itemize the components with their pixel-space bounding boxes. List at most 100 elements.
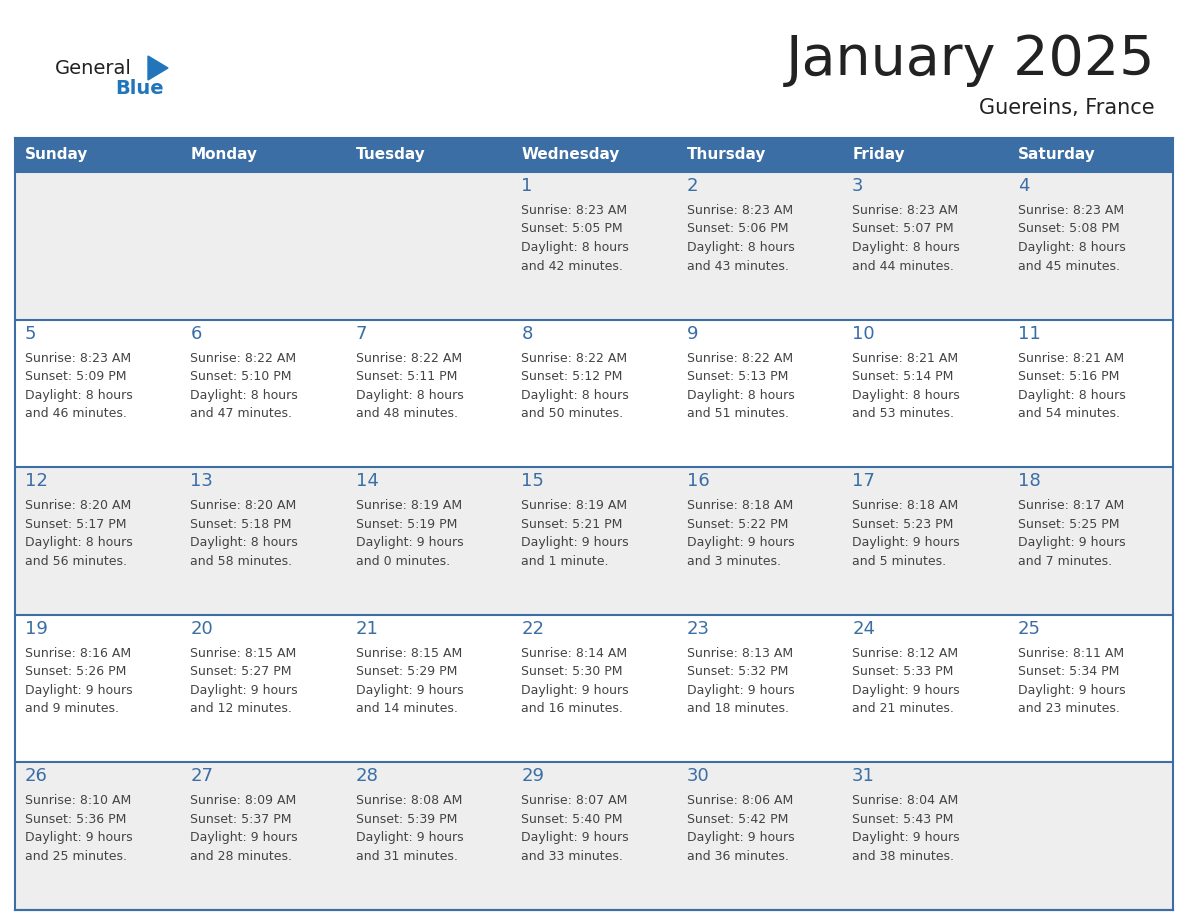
Text: 27: 27	[190, 767, 214, 786]
Text: Sunrise: 8:18 AM
Sunset: 5:22 PM
Daylight: 9 hours
and 3 minutes.: Sunrise: 8:18 AM Sunset: 5:22 PM Dayligh…	[687, 499, 795, 567]
Bar	[511, 763, 677, 910]
Text: 31: 31	[852, 767, 876, 786]
Text: Sunrise: 8:11 AM
Sunset: 5:34 PM
Daylight: 9 hours
and 23 minutes.: Sunrise: 8:11 AM Sunset: 5:34 PM Dayligh…	[1018, 647, 1125, 715]
Text: Sunrise: 8:15 AM
Sunset: 5:27 PM
Daylight: 9 hours
and 12 minutes.: Sunrise: 8:15 AM Sunset: 5:27 PM Dayligh…	[190, 647, 298, 715]
Bar	[15, 172, 181, 319]
Bar	[677, 763, 842, 910]
Text: Sunrise: 8:18 AM
Sunset: 5:23 PM
Daylight: 9 hours
and 5 minutes.: Sunrise: 8:18 AM Sunset: 5:23 PM Dayligh…	[852, 499, 960, 567]
Text: 6: 6	[190, 325, 202, 342]
Polygon shape	[148, 56, 168, 80]
Text: 10: 10	[852, 325, 874, 342]
Text: 11: 11	[1018, 325, 1041, 342]
Text: Sunrise: 8:23 AM
Sunset: 5:07 PM
Daylight: 8 hours
and 44 minutes.: Sunrise: 8:23 AM Sunset: 5:07 PM Dayligh…	[852, 204, 960, 273]
Text: Sunrise: 8:19 AM
Sunset: 5:21 PM
Daylight: 9 hours
and 1 minute.: Sunrise: 8:19 AM Sunset: 5:21 PM Dayligh…	[522, 499, 628, 567]
Bar	[511, 615, 677, 763]
Text: Sunrise: 8:21 AM
Sunset: 5:14 PM
Daylight: 8 hours
and 53 minutes.: Sunrise: 8:21 AM Sunset: 5:14 PM Dayligh…	[852, 352, 960, 420]
Text: Sunrise: 8:22 AM
Sunset: 5:12 PM
Daylight: 8 hours
and 50 minutes.: Sunrise: 8:22 AM Sunset: 5:12 PM Dayligh…	[522, 352, 628, 420]
Bar	[181, 319, 346, 467]
Text: Saturday: Saturday	[1018, 148, 1095, 162]
Text: Thursday: Thursday	[687, 148, 766, 162]
Text: Tuesday: Tuesday	[356, 148, 425, 162]
Text: Sunrise: 8:20 AM
Sunset: 5:17 PM
Daylight: 8 hours
and 56 minutes.: Sunrise: 8:20 AM Sunset: 5:17 PM Dayligh…	[25, 499, 133, 567]
Bar	[346, 319, 511, 467]
Bar	[842, 319, 1007, 467]
Text: Friday: Friday	[852, 148, 905, 162]
Text: January 2025: January 2025	[785, 33, 1155, 87]
Text: 13: 13	[190, 472, 214, 490]
Text: Sunrise: 8:13 AM
Sunset: 5:32 PM
Daylight: 9 hours
and 18 minutes.: Sunrise: 8:13 AM Sunset: 5:32 PM Dayligh…	[687, 647, 795, 715]
Text: Monday: Monday	[190, 148, 258, 162]
Text: Sunrise: 8:09 AM
Sunset: 5:37 PM
Daylight: 9 hours
and 28 minutes.: Sunrise: 8:09 AM Sunset: 5:37 PM Dayligh…	[190, 794, 298, 863]
Bar	[181, 138, 346, 172]
Bar	[511, 138, 677, 172]
Bar	[346, 615, 511, 763]
Text: Wednesday: Wednesday	[522, 148, 620, 162]
Bar	[181, 467, 346, 615]
Text: Sunrise: 8:23 AM
Sunset: 5:09 PM
Daylight: 8 hours
and 46 minutes.: Sunrise: 8:23 AM Sunset: 5:09 PM Dayligh…	[25, 352, 133, 420]
Text: 5: 5	[25, 325, 37, 342]
Text: Sunrise: 8:22 AM
Sunset: 5:10 PM
Daylight: 8 hours
and 47 minutes.: Sunrise: 8:22 AM Sunset: 5:10 PM Dayligh…	[190, 352, 298, 420]
Bar	[842, 467, 1007, 615]
Bar	[677, 467, 842, 615]
Text: Sunrise: 8:23 AM
Sunset: 5:05 PM
Daylight: 8 hours
and 42 minutes.: Sunrise: 8:23 AM Sunset: 5:05 PM Dayligh…	[522, 204, 628, 273]
Bar	[346, 467, 511, 615]
Text: 1: 1	[522, 177, 532, 195]
Text: 24: 24	[852, 620, 876, 638]
Text: Sunrise: 8:23 AM
Sunset: 5:08 PM
Daylight: 8 hours
and 45 minutes.: Sunrise: 8:23 AM Sunset: 5:08 PM Dayligh…	[1018, 204, 1125, 273]
Text: Sunrise: 8:23 AM
Sunset: 5:06 PM
Daylight: 8 hours
and 43 minutes.: Sunrise: 8:23 AM Sunset: 5:06 PM Dayligh…	[687, 204, 795, 273]
Text: General: General	[55, 59, 132, 77]
Bar	[677, 138, 842, 172]
Bar	[15, 138, 181, 172]
Bar	[511, 319, 677, 467]
Text: 28: 28	[356, 767, 379, 786]
Text: 9: 9	[687, 325, 699, 342]
Text: 29: 29	[522, 767, 544, 786]
Text: Sunrise: 8:21 AM
Sunset: 5:16 PM
Daylight: 8 hours
and 54 minutes.: Sunrise: 8:21 AM Sunset: 5:16 PM Dayligh…	[1018, 352, 1125, 420]
Text: Sunrise: 8:08 AM
Sunset: 5:39 PM
Daylight: 9 hours
and 31 minutes.: Sunrise: 8:08 AM Sunset: 5:39 PM Dayligh…	[356, 794, 463, 863]
Text: Sunrise: 8:16 AM
Sunset: 5:26 PM
Daylight: 9 hours
and 9 minutes.: Sunrise: 8:16 AM Sunset: 5:26 PM Dayligh…	[25, 647, 133, 715]
Text: 21: 21	[356, 620, 379, 638]
Bar	[842, 615, 1007, 763]
Text: 25: 25	[1018, 620, 1041, 638]
Text: Sunrise: 8:07 AM
Sunset: 5:40 PM
Daylight: 9 hours
and 33 minutes.: Sunrise: 8:07 AM Sunset: 5:40 PM Dayligh…	[522, 794, 628, 863]
Bar	[842, 172, 1007, 319]
Text: Sunrise: 8:22 AM
Sunset: 5:11 PM
Daylight: 8 hours
and 48 minutes.: Sunrise: 8:22 AM Sunset: 5:11 PM Dayligh…	[356, 352, 463, 420]
Bar	[1007, 615, 1173, 763]
Bar	[346, 138, 511, 172]
Bar	[1007, 319, 1173, 467]
Text: 26: 26	[25, 767, 48, 786]
Text: 18: 18	[1018, 472, 1041, 490]
Text: Sunrise: 8:17 AM
Sunset: 5:25 PM
Daylight: 9 hours
and 7 minutes.: Sunrise: 8:17 AM Sunset: 5:25 PM Dayligh…	[1018, 499, 1125, 567]
Bar	[1007, 138, 1173, 172]
Bar	[1007, 172, 1173, 319]
Text: 7: 7	[356, 325, 367, 342]
Bar	[15, 467, 181, 615]
Bar	[677, 615, 842, 763]
Bar	[346, 763, 511, 910]
Text: 15: 15	[522, 472, 544, 490]
Text: Sunrise: 8:14 AM
Sunset: 5:30 PM
Daylight: 9 hours
and 16 minutes.: Sunrise: 8:14 AM Sunset: 5:30 PM Dayligh…	[522, 647, 628, 715]
Bar	[511, 467, 677, 615]
Text: Sunrise: 8:10 AM
Sunset: 5:36 PM
Daylight: 9 hours
and 25 minutes.: Sunrise: 8:10 AM Sunset: 5:36 PM Dayligh…	[25, 794, 133, 863]
Text: 4: 4	[1018, 177, 1029, 195]
Bar	[1007, 467, 1173, 615]
Bar	[181, 172, 346, 319]
Bar	[181, 763, 346, 910]
Text: 17: 17	[852, 472, 876, 490]
Text: 12: 12	[25, 472, 48, 490]
Text: 14: 14	[356, 472, 379, 490]
Bar	[15, 615, 181, 763]
Bar	[15, 319, 181, 467]
Text: Sunrise: 8:20 AM
Sunset: 5:18 PM
Daylight: 8 hours
and 58 minutes.: Sunrise: 8:20 AM Sunset: 5:18 PM Dayligh…	[190, 499, 298, 567]
Text: Sunrise: 8:22 AM
Sunset: 5:13 PM
Daylight: 8 hours
and 51 minutes.: Sunrise: 8:22 AM Sunset: 5:13 PM Dayligh…	[687, 352, 795, 420]
Text: 8: 8	[522, 325, 532, 342]
Bar	[346, 172, 511, 319]
Text: 2: 2	[687, 177, 699, 195]
Text: 19: 19	[25, 620, 48, 638]
Bar	[511, 172, 677, 319]
Bar	[677, 172, 842, 319]
Bar	[677, 319, 842, 467]
Text: Sunrise: 8:04 AM
Sunset: 5:43 PM
Daylight: 9 hours
and 38 minutes.: Sunrise: 8:04 AM Sunset: 5:43 PM Dayligh…	[852, 794, 960, 863]
Text: Sunrise: 8:19 AM
Sunset: 5:19 PM
Daylight: 9 hours
and 0 minutes.: Sunrise: 8:19 AM Sunset: 5:19 PM Dayligh…	[356, 499, 463, 567]
Text: Sunrise: 8:15 AM
Sunset: 5:29 PM
Daylight: 9 hours
and 14 minutes.: Sunrise: 8:15 AM Sunset: 5:29 PM Dayligh…	[356, 647, 463, 715]
